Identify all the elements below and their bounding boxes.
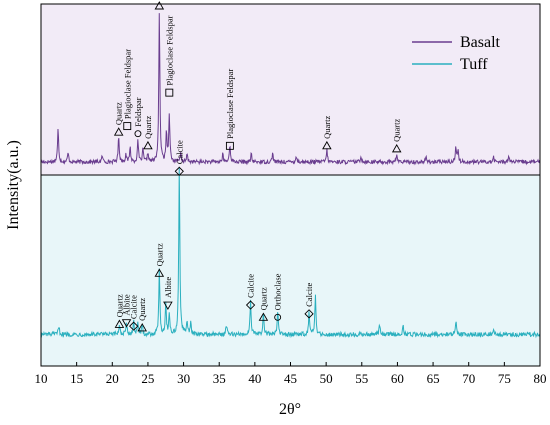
triangle-marker-icon xyxy=(154,268,165,277)
legend-label-tuff: Tuff xyxy=(460,56,488,73)
legend: Basalt Tuff xyxy=(412,34,501,73)
y-axis-title: Intensity(a.u.) xyxy=(5,140,22,230)
phase-label: Quartz xyxy=(137,298,147,321)
phase-annotation: Feldspar xyxy=(133,97,143,138)
x-tick-label: 65 xyxy=(427,371,440,386)
x-tick-label: 10 xyxy=(35,371,48,386)
circle-marker-icon xyxy=(274,313,282,321)
phase-label: Quartz xyxy=(143,115,153,138)
diamond-marker-icon xyxy=(129,321,139,331)
phase-annotation: Quartz xyxy=(322,115,332,150)
triangle-marker-icon xyxy=(258,312,269,321)
phase-label: Orthoclase xyxy=(273,273,283,310)
x-tick-label: 20 xyxy=(106,371,119,386)
square-marker-icon xyxy=(165,88,174,97)
triangle-marker-icon xyxy=(137,323,148,332)
phase-annotation: Plagioclase Feldspar xyxy=(164,15,174,97)
phase-annotation: Plagioclase Feldspar xyxy=(225,69,235,150)
inverted-triangle-marker-icon xyxy=(163,301,173,310)
phase-annotation: Quartz xyxy=(258,287,269,321)
phase-label: Plagioclase Feldspar xyxy=(122,49,132,119)
diamond-marker-icon xyxy=(245,300,256,310)
phase-annotation: Plagioclase Feldspar xyxy=(122,49,132,131)
x-tick-label: 40 xyxy=(248,371,261,386)
phase-annotation: Calcite xyxy=(245,274,256,310)
phase-annotation: Orthoclase xyxy=(273,273,283,321)
phase-label: Calcite xyxy=(304,283,314,307)
phase-label: Plagioclase Feldspar xyxy=(225,69,235,139)
inverted-triangle-marker-icon xyxy=(121,319,132,328)
phase-annotation: Albite xyxy=(121,294,132,328)
x-axis-ticks: 10 15 20 25 30 35 40 45 50 55 60 65 70 75 80 xyxy=(35,362,547,386)
phase-label: Quartz xyxy=(114,102,124,125)
triangle-marker-icon xyxy=(113,127,124,136)
phase-annotation: Quartz xyxy=(137,298,148,332)
x-tick-label: 30 xyxy=(177,371,190,386)
phase-annotation: Calcite xyxy=(129,295,139,331)
x-tick-label: 15 xyxy=(70,371,83,386)
x-tick-label: 70 xyxy=(462,371,475,386)
series-layer xyxy=(40,13,541,339)
phase-annotation: Quartz xyxy=(143,115,153,150)
x-tick-label: 80 xyxy=(534,371,547,386)
triangle-marker-icon xyxy=(391,143,402,153)
legend-label-basalt: Basalt xyxy=(460,34,501,51)
phase-label: Feldspar xyxy=(133,97,143,126)
triangle-marker-icon xyxy=(322,140,332,150)
square-marker-icon xyxy=(123,122,132,131)
x-tick-label: 75 xyxy=(498,371,511,386)
x-tick-label: 50 xyxy=(320,371,333,386)
circle-marker-icon xyxy=(134,130,142,138)
triangle-marker-icon xyxy=(154,1,165,10)
phase-label: Quartz xyxy=(258,287,268,310)
x-tick-label: 55 xyxy=(355,371,368,386)
phase-annotation: Albite xyxy=(163,277,173,310)
square-marker-icon xyxy=(225,141,234,150)
phase-annotation: Quartz xyxy=(114,294,125,328)
series-line-basalt xyxy=(40,13,541,166)
x-tick-label: 25 xyxy=(141,371,154,386)
triangle-marker-icon xyxy=(114,319,125,328)
phase-label: Calcite xyxy=(129,295,139,319)
phase-label: Albite xyxy=(163,277,173,298)
phase-label: Quartz xyxy=(154,243,164,266)
series-line-tuff xyxy=(40,166,541,339)
triangle-marker-icon xyxy=(143,140,153,150)
x-axis-title: 2θ° xyxy=(279,401,301,418)
phase-annotation: Quartz xyxy=(154,1,165,10)
basalt-panel-background xyxy=(41,4,540,175)
phase-label: Quartz xyxy=(392,119,402,142)
phase-label: Quartz xyxy=(322,115,332,138)
x-tick-label: 35 xyxy=(213,371,226,386)
phase-annotation: Calcite xyxy=(304,283,314,319)
phase-annotation: Quartz xyxy=(391,119,402,153)
x-tick-label: 45 xyxy=(284,371,297,386)
phase-label: Quartz xyxy=(114,294,124,317)
x-tick-label: 60 xyxy=(391,371,404,386)
phase-label: Calcite xyxy=(174,140,184,164)
phase-annotation: Quartz xyxy=(113,102,124,136)
phase-annotation: Quartz xyxy=(154,243,165,277)
phase-label: Albite xyxy=(122,294,132,315)
tuff-panel-background xyxy=(41,175,540,366)
phase-label: Calcite xyxy=(246,274,256,298)
phase-label: Plagioclase Feldspar xyxy=(164,15,174,85)
diamond-marker-icon xyxy=(304,309,314,319)
